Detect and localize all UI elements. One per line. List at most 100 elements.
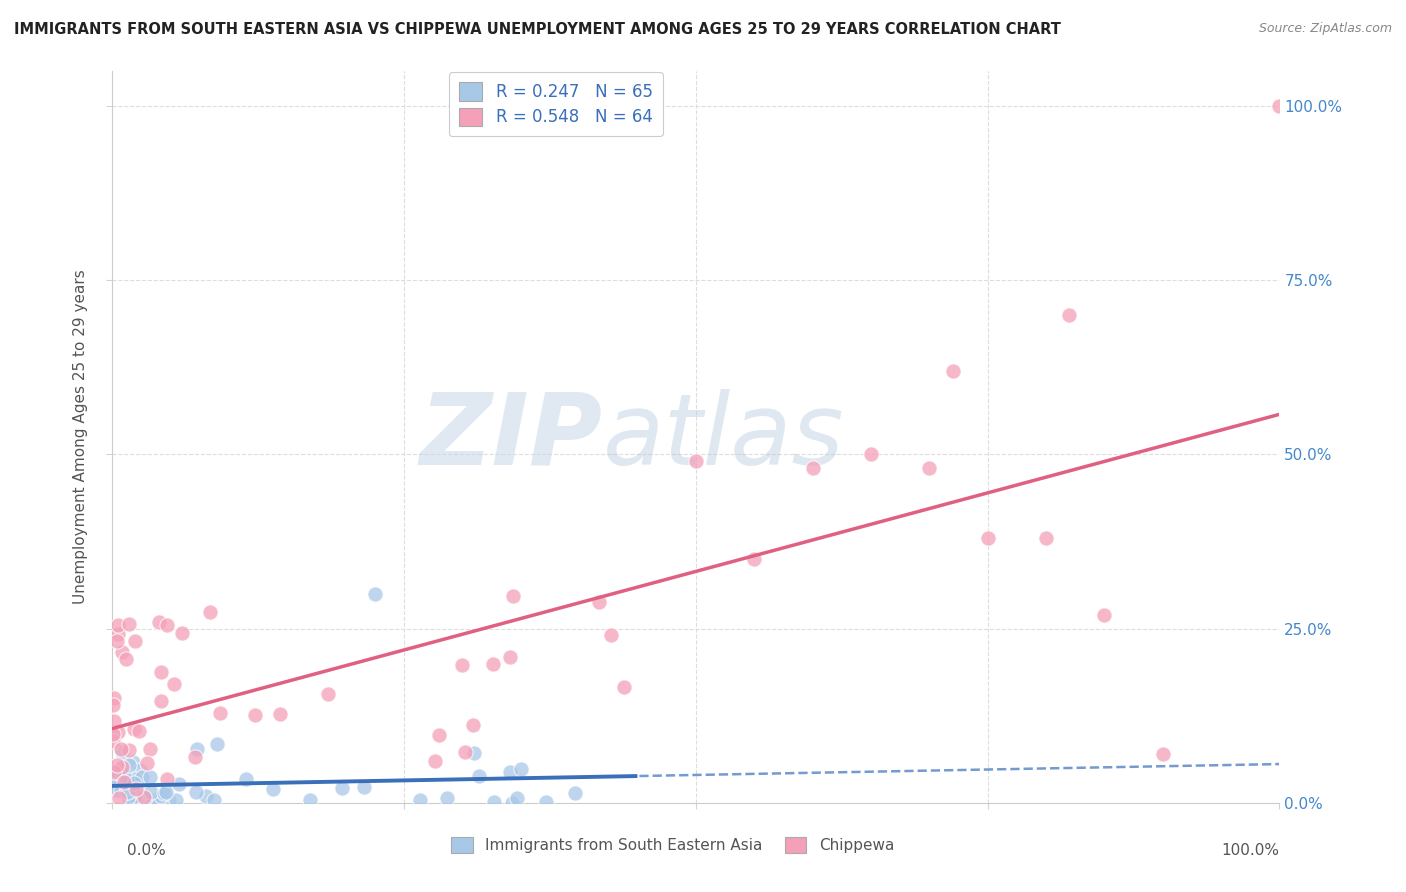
Point xyxy=(103,714,125,729)
Point xyxy=(101,698,124,712)
Point xyxy=(108,791,131,805)
Point xyxy=(107,725,129,739)
Point xyxy=(316,687,339,701)
Point xyxy=(149,665,172,679)
Point xyxy=(235,772,257,787)
Point xyxy=(134,789,156,804)
Point xyxy=(117,789,139,804)
Point xyxy=(152,787,174,801)
Point xyxy=(744,552,766,566)
Point xyxy=(110,776,132,790)
Point xyxy=(436,791,458,805)
Point xyxy=(134,791,156,805)
Point xyxy=(427,728,450,742)
Point xyxy=(118,616,141,631)
Point xyxy=(110,742,132,756)
Point xyxy=(104,778,127,792)
Point xyxy=(125,781,148,796)
Point xyxy=(506,791,529,805)
Point xyxy=(107,618,129,632)
Point xyxy=(148,615,170,629)
Point xyxy=(118,743,141,757)
Point xyxy=(149,694,172,708)
Point xyxy=(114,785,136,799)
Point xyxy=(110,784,132,798)
Point xyxy=(127,793,149,807)
Point xyxy=(269,707,291,722)
Point xyxy=(468,769,491,783)
Point xyxy=(118,757,141,772)
Point xyxy=(104,782,127,797)
Point xyxy=(262,782,284,797)
Point xyxy=(1268,99,1291,113)
Point xyxy=(1152,747,1174,761)
Point xyxy=(245,707,267,722)
Point xyxy=(172,625,194,640)
Point xyxy=(141,785,163,799)
Point xyxy=(162,677,184,691)
Point xyxy=(918,461,941,475)
Point xyxy=(156,772,179,787)
Point xyxy=(155,787,177,801)
Point xyxy=(498,650,520,665)
Point xyxy=(117,785,139,799)
Point xyxy=(1094,607,1116,622)
Text: ZIP: ZIP xyxy=(419,389,603,485)
Point xyxy=(146,792,169,806)
Point xyxy=(124,633,146,648)
Point xyxy=(353,780,375,794)
Legend: Immigrants from South Eastern Asia, Chippewa: Immigrants from South Eastern Asia, Chip… xyxy=(443,829,901,861)
Point xyxy=(121,755,143,769)
Point xyxy=(165,792,187,806)
Point xyxy=(409,792,432,806)
Point xyxy=(128,786,150,800)
Point xyxy=(364,587,387,601)
Point xyxy=(111,745,134,759)
Point xyxy=(103,780,125,794)
Point xyxy=(534,795,557,809)
Point xyxy=(502,589,524,603)
Point xyxy=(451,657,474,672)
Point xyxy=(463,718,485,732)
Point xyxy=(298,793,321,807)
Point xyxy=(112,775,135,789)
Point xyxy=(454,745,477,759)
Point xyxy=(186,785,208,799)
Point xyxy=(122,795,145,809)
Point xyxy=(141,796,163,810)
Point xyxy=(186,741,208,756)
Point xyxy=(104,773,127,788)
Point xyxy=(499,765,522,780)
Point xyxy=(501,796,523,810)
Point xyxy=(167,777,190,791)
Point xyxy=(510,762,533,776)
Point xyxy=(156,618,179,632)
Point xyxy=(138,741,160,756)
Point xyxy=(125,787,148,801)
Point xyxy=(125,786,148,800)
Point xyxy=(482,657,505,672)
Point xyxy=(685,454,707,468)
Point xyxy=(159,794,181,808)
Point xyxy=(101,726,124,740)
Point xyxy=(564,786,586,800)
Point xyxy=(150,789,173,804)
Point xyxy=(801,461,824,475)
Point xyxy=(139,770,162,784)
Text: 0.0%: 0.0% xyxy=(127,843,166,858)
Point xyxy=(111,645,134,659)
Point xyxy=(125,793,148,807)
Point xyxy=(105,634,128,648)
Point xyxy=(209,706,232,721)
Point xyxy=(204,793,226,807)
Point xyxy=(122,722,145,736)
Point xyxy=(101,734,124,748)
Text: atlas: atlas xyxy=(603,389,844,485)
Point xyxy=(118,774,141,789)
Point xyxy=(112,775,135,789)
Point xyxy=(599,628,621,642)
Point xyxy=(942,364,965,378)
Point xyxy=(107,764,129,778)
Point xyxy=(613,681,636,695)
Point xyxy=(207,738,229,752)
